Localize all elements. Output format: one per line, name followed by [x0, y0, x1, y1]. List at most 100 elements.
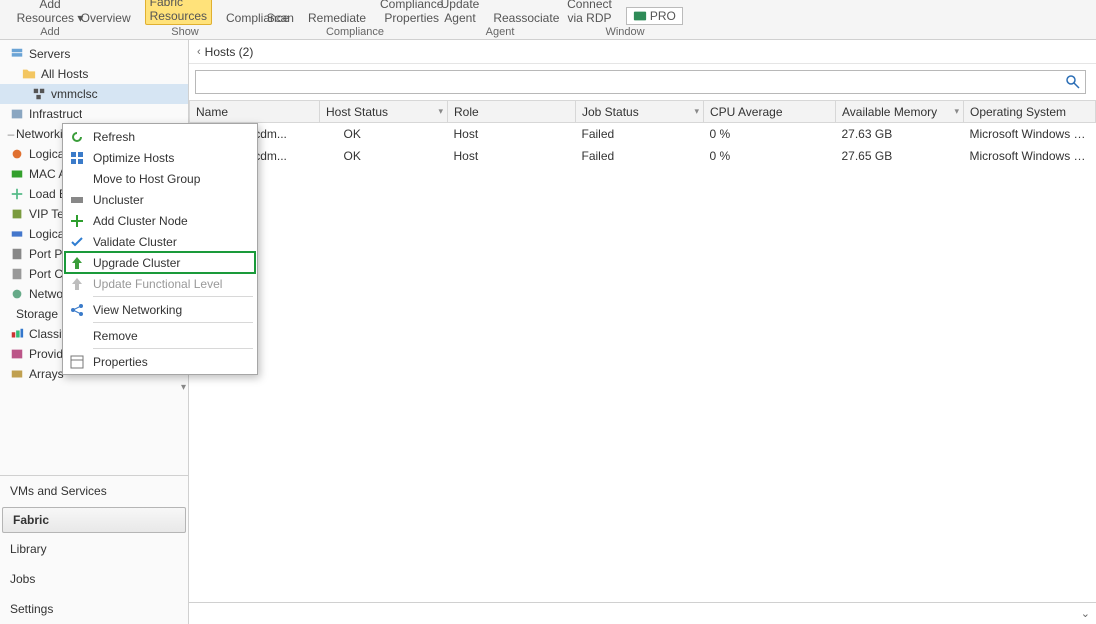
connect-rdp-button[interactable]: Connect via RDP [563, 0, 616, 25]
cell: 0 % [704, 145, 836, 167]
overview-button[interactable]: Overview [77, 11, 135, 25]
reassociate-button[interactable]: Reassociate [489, 11, 563, 25]
properties-icon [69, 354, 85, 370]
update-agent-label-2: Agent [444, 11, 475, 25]
optimize-icon [69, 150, 85, 166]
ctx-upgrade-cluster[interactable]: Upgrade Cluster [65, 252, 255, 273]
column-filter-icon[interactable]: ▾ [438, 106, 443, 117]
remediate-label: Remediate [308, 11, 366, 25]
ribbon: Add Resources ▾ Add Overview FabricResou… [0, 0, 1096, 40]
ctx-optimize-label: Optimize Hosts [93, 151, 174, 165]
ctx-remove[interactable]: Remove [65, 325, 255, 346]
ctx-move-group-label: Move to Host Group [93, 172, 200, 186]
col-header-role[interactable]: Role [448, 101, 576, 123]
col-header-job-status[interactable]: Job Status▾ [576, 101, 704, 123]
nav-scroll-down-icon[interactable]: ▾ [0, 382, 188, 393]
cell: Microsoft Windows Serv... [964, 123, 1096, 145]
cell: 0 % [704, 123, 836, 145]
ctx-add-node[interactable]: Add Cluster Node [65, 210, 255, 231]
nav-all-hosts[interactable]: All Hosts [0, 64, 188, 84]
hosts-table: NameHost Status▾RoleJob Status▾CPU Avera… [189, 100, 1096, 167]
cell: Failed [576, 145, 704, 167]
logical-network-icon [10, 147, 24, 161]
blank-icon [69, 171, 85, 187]
infra-icon [10, 107, 24, 121]
ctx-separator-1 [93, 296, 253, 297]
ctx-properties[interactable]: Properties [65, 351, 255, 372]
ctx-validate[interactable]: Validate Cluster [65, 231, 255, 252]
ctx-separator-2 [93, 322, 253, 323]
connect-rdp-label-2: via RDP [567, 11, 611, 25]
nav-bottom-settings[interactable]: Settings [0, 594, 188, 624]
fabric-resources-label: FabricResources [145, 0, 212, 25]
ctx-remove-label: Remove [93, 329, 138, 343]
search-icon [1065, 74, 1081, 90]
add-node-icon [69, 213, 85, 229]
col-header-name[interactable]: Name [190, 101, 320, 123]
ctx-view-networking[interactable]: View Networking [65, 299, 255, 320]
nav-all-hosts-label: All Hosts [41, 67, 88, 81]
ctx-move-group[interactable]: Move to Host Group [65, 168, 255, 189]
ribbon-section-show-label: Show [171, 25, 199, 40]
table-row[interactable]: r10n36.cdm...OKHostFailed0 %27.63 GBMicr… [190, 123, 1096, 145]
ribbon-section-window-label: Window [605, 25, 644, 40]
ribbon-section-window: Connect via RDP PRO Window [560, 0, 690, 40]
nav-infrastructure[interactable]: Infrastruct [0, 104, 188, 124]
ctx-uncluster[interactable]: Uncluster [65, 189, 255, 210]
nav-bottom-jobs[interactable]: Jobs [0, 564, 188, 594]
ribbon-section-add-label: Add [40, 25, 60, 40]
nav-bottom-vms-label: VMs and Services [10, 484, 107, 498]
ribbon-section-agent-label: Agent [486, 25, 515, 40]
ctx-view-networking-label: View Networking [93, 303, 182, 317]
col-header-host-status[interactable]: Host Status▾ [320, 101, 448, 123]
nav-servers[interactable]: Servers [0, 44, 188, 64]
nav-bottom-fabric[interactable]: Fabric [2, 507, 186, 533]
detail-expand-icon[interactable]: ⌄ [1081, 607, 1090, 620]
col-header-available-memory[interactable]: Available Memory▾ [836, 101, 964, 123]
col-header-operating-system[interactable]: Operating System [964, 101, 1096, 123]
table-row[interactable]: r09n33.cdm...OKHostFailed0 %27.65 GBMicr… [190, 145, 1096, 167]
scan-button[interactable]: Scan [263, 11, 298, 25]
ribbon-section-show: Overview FabricResources Compliance Show [100, 0, 270, 40]
ctx-refresh[interactable]: Refresh [65, 126, 255, 147]
nav-cluster[interactable]: vmmclsc [0, 84, 188, 104]
column-filter-icon[interactable]: ▾ [694, 106, 699, 117]
cell: 27.65 GB [836, 145, 964, 167]
nav-bottom-settings-label: Settings [10, 602, 53, 616]
fabric-resources-button[interactable]: FabricResources [141, 0, 216, 25]
update-agent-button[interactable]: Update Agent [437, 0, 484, 25]
content-pane: ‹ Hosts (2) NameHost Status▾RoleJob Stat… [189, 40, 1096, 624]
content-header-title: Hosts (2) [205, 45, 254, 59]
ctx-optimize[interactable]: Optimize Hosts [65, 147, 255, 168]
overview-label: Overview [81, 11, 131, 25]
detail-pane: ⌄ [189, 602, 1096, 624]
validate-icon [69, 234, 85, 250]
search-input[interactable] [195, 70, 1086, 94]
compliance-properties-label-2: Properties [384, 11, 439, 25]
add-resources-label-2: Resources ▾ [17, 11, 84, 25]
header-collapse-icon[interactable]: ‹ [197, 46, 201, 58]
uncluster-icon [69, 192, 85, 208]
nav-bottom-library[interactable]: Library [0, 534, 188, 564]
connect-rdp-label-1: Connect [567, 0, 612, 11]
col-header-cpu-average[interactable]: CPU Average [704, 101, 836, 123]
remediate-button[interactable]: Remediate [304, 11, 370, 25]
nav-cluster-label: vmmclsc [51, 87, 98, 101]
pro-button[interactable]: PRO [622, 7, 687, 25]
cell: Failed [576, 123, 704, 145]
nav-arrays-label: Arrays [29, 367, 64, 381]
server-icon [10, 47, 24, 61]
port-profile-icon [10, 247, 24, 261]
nav-bottom-vms[interactable]: VMs and Services [0, 476, 188, 506]
array-icon [10, 367, 24, 381]
ctx-separator-3 [93, 348, 253, 349]
provider-icon [10, 347, 24, 361]
cell: Host [448, 123, 576, 145]
ctx-update-functional-label: Update Functional Level [93, 277, 222, 291]
ctx-refresh-label: Refresh [93, 130, 135, 144]
mac-icon [10, 167, 24, 181]
cell: Microsoft Windows Serv... [964, 145, 1096, 167]
column-filter-icon[interactable]: ▾ [954, 106, 959, 117]
pro-icon [633, 9, 647, 23]
ribbon-section-compliance: Scan Remediate Compliance Properties Com… [270, 0, 440, 40]
